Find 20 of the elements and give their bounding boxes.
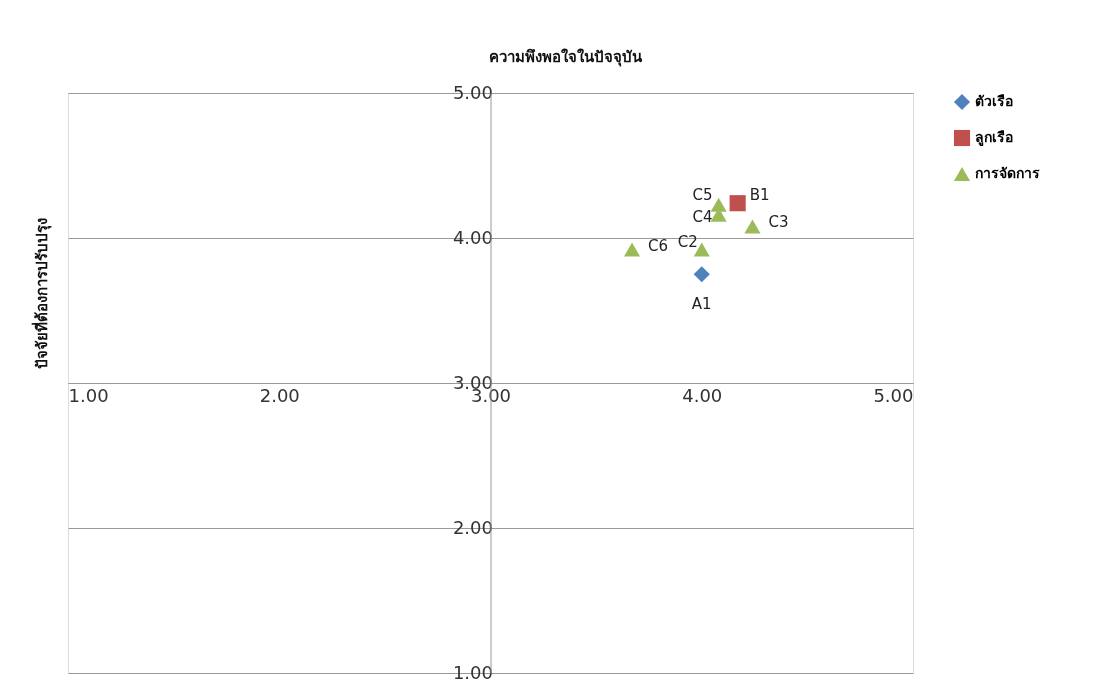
y-tick-label: 5.00 xyxy=(452,81,493,103)
y-tick-label: 1.00 xyxy=(452,661,493,683)
legend-label: ลูกเรือ xyxy=(975,129,1013,146)
legend-label: ตัวเรือ xyxy=(975,93,1013,109)
legend-label: การจัดการ xyxy=(975,165,1040,181)
annotation: C4 xyxy=(692,207,713,226)
annotation: C3 xyxy=(768,213,789,232)
annotation: B1 xyxy=(749,186,770,205)
y-tick-label: 2.00 xyxy=(452,516,493,538)
x-tick-label: 4.00 xyxy=(682,384,723,406)
annotation: C2 xyxy=(677,232,698,251)
x-tick-label: 1.00 xyxy=(68,384,109,406)
annotation: C5 xyxy=(692,185,713,204)
y-tick-label: 4.00 xyxy=(452,226,493,248)
y-axis-title: ปัจจัยที่ต้องการปรับปรุง xyxy=(31,217,52,369)
annotation: C6 xyxy=(648,236,669,255)
x-tick-label: 5.00 xyxy=(873,384,914,406)
annotation: A1 xyxy=(691,295,712,314)
chart-title: ความพึงพอใจในปัจจุบัน xyxy=(488,48,643,67)
x-tick-label: 2.00 xyxy=(259,384,300,406)
